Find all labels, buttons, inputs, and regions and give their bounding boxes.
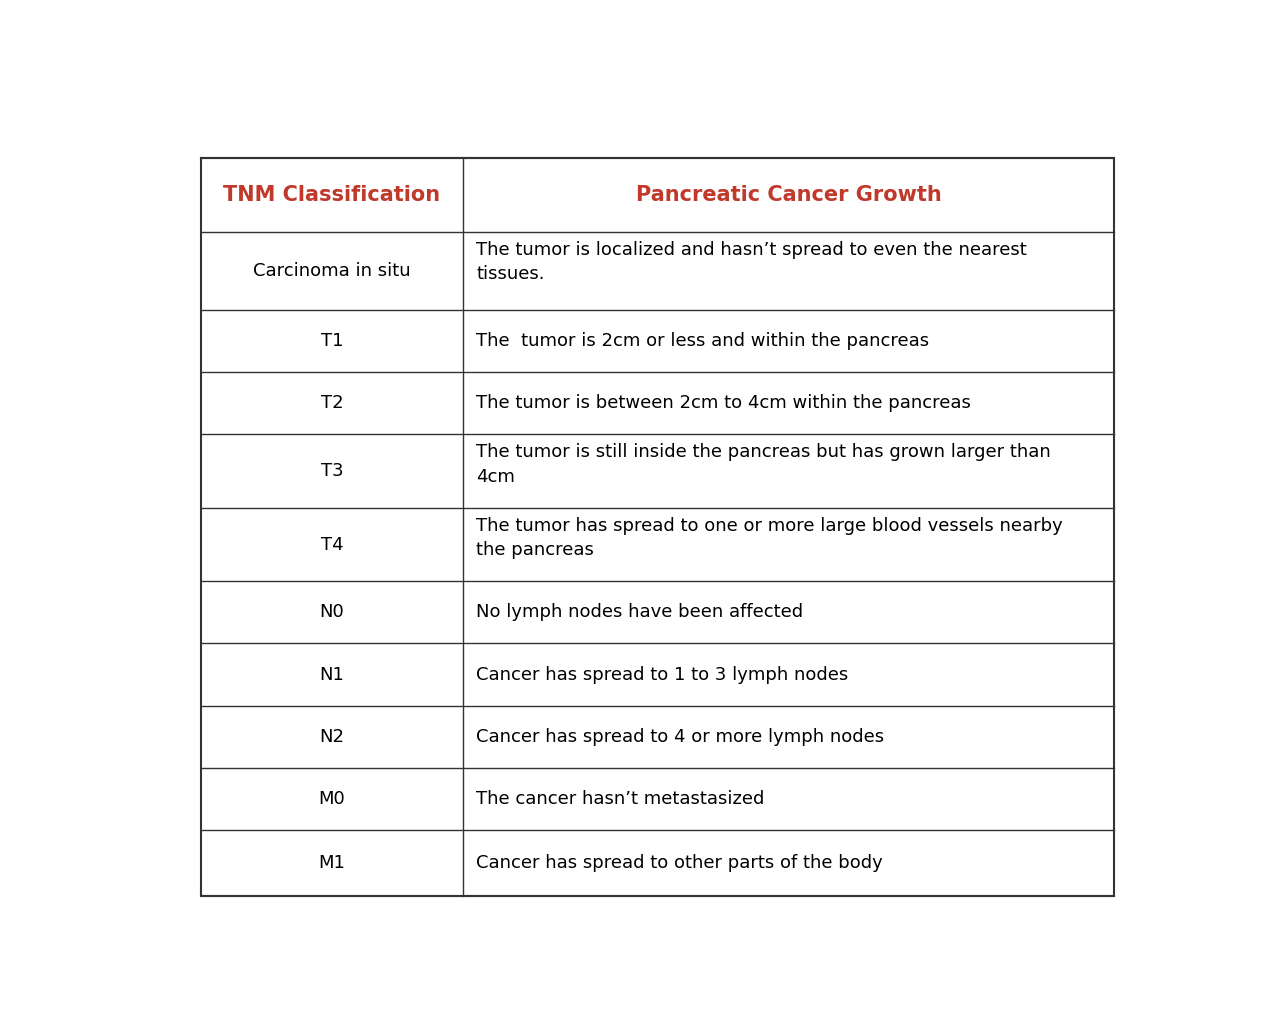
Text: Pancreatic Cancer Growth: Pancreatic Cancer Growth <box>636 185 942 205</box>
Text: The tumor has spread to one or more large blood vessels nearby
the pancreas: The tumor has spread to one or more larg… <box>477 517 1063 559</box>
Text: TNM Classification: TNM Classification <box>223 185 440 205</box>
Text: The tumor is still inside the pancreas but has grown larger than
4cm: The tumor is still inside the pancreas b… <box>477 443 1051 485</box>
Text: Cancer has spread to 4 or more lymph nodes: Cancer has spread to 4 or more lymph nod… <box>477 728 884 745</box>
Text: Cancer has spread to 1 to 3 lymph nodes: Cancer has spread to 1 to 3 lymph nodes <box>477 666 849 684</box>
Text: The tumor is between 2cm to 4cm within the pancreas: The tumor is between 2cm to 4cm within t… <box>477 394 971 413</box>
Text: T2: T2 <box>321 394 344 413</box>
Text: The tumor is localized and hasn’t spread to even the nearest
tissues.: The tumor is localized and hasn’t spread… <box>477 241 1027 284</box>
Text: M0: M0 <box>318 791 345 808</box>
Text: N1: N1 <box>319 666 344 684</box>
Text: T1: T1 <box>321 332 343 350</box>
Text: T4: T4 <box>321 536 344 554</box>
Text: No lymph nodes have been affected: No lymph nodes have been affected <box>477 603 804 622</box>
Text: Cancer has spread to other parts of the body: Cancer has spread to other parts of the … <box>477 854 882 871</box>
Text: The  tumor is 2cm or less and within the pancreas: The tumor is 2cm or less and within the … <box>477 332 929 350</box>
Text: The cancer hasn’t metastasized: The cancer hasn’t metastasized <box>477 791 764 808</box>
Text: N0: N0 <box>319 603 344 622</box>
Text: Carcinoma in situ: Carcinoma in situ <box>254 262 411 280</box>
Text: N2: N2 <box>319 728 344 745</box>
Text: T3: T3 <box>321 462 344 480</box>
Text: M1: M1 <box>318 854 345 871</box>
